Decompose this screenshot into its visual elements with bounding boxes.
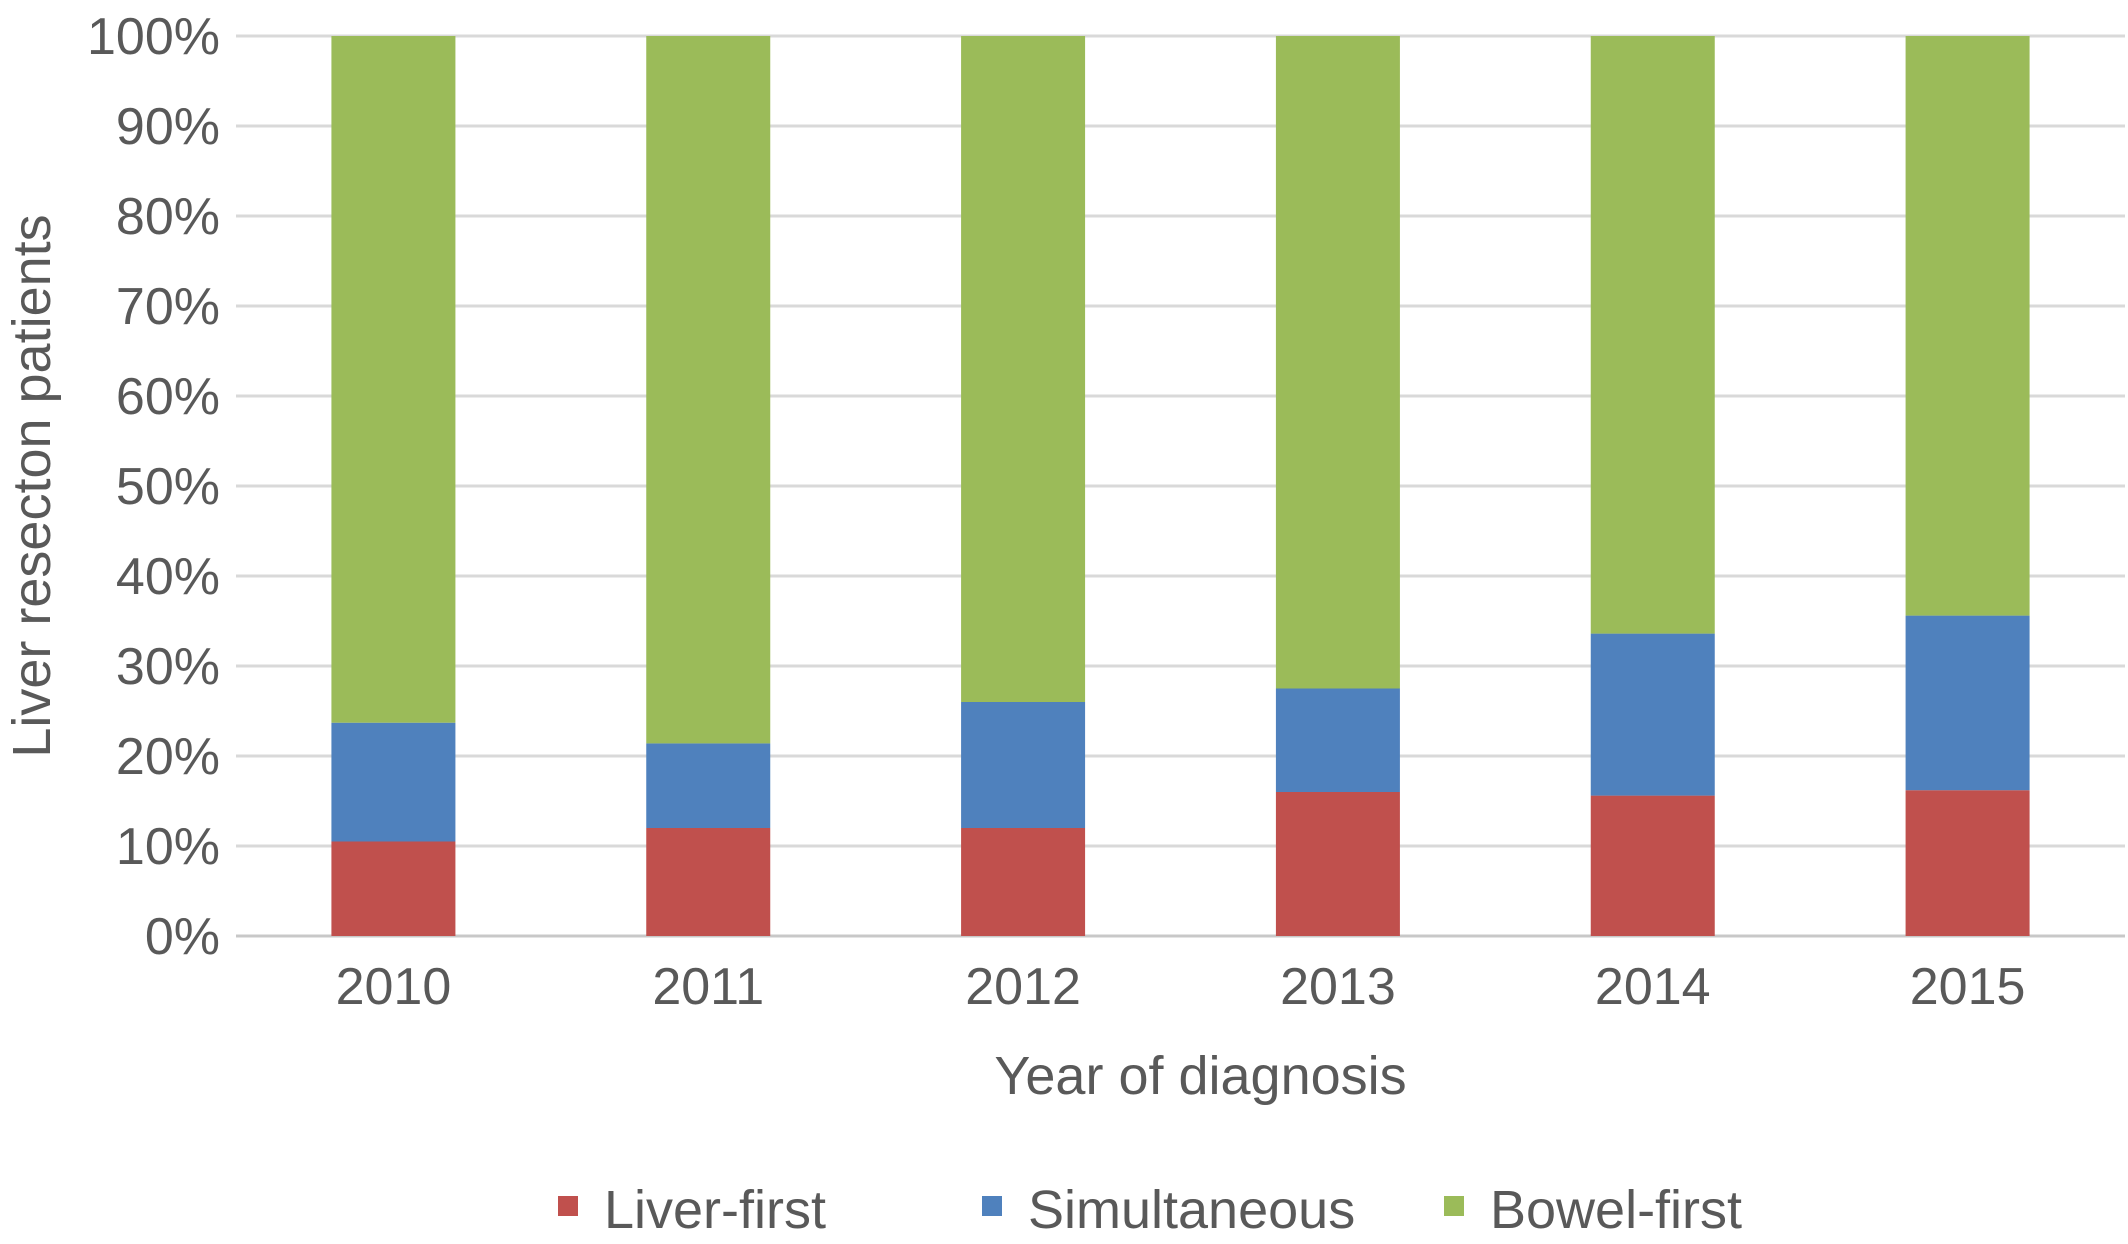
y-tick-label: 50% (116, 458, 220, 516)
bar-segment-bowel-first (331, 36, 456, 723)
y-tick-label: 90% (116, 98, 220, 156)
bars (331, 36, 2030, 936)
bar-stack-2011 (646, 36, 771, 936)
bar-segment-simultaneous (1590, 633, 1715, 796)
bar-segment-simultaneous (1275, 688, 1400, 792)
y-tick-label: 10% (116, 818, 220, 876)
legend-swatch (982, 1196, 1002, 1216)
legend-item-liver-first: Liver-first (558, 1180, 826, 1240)
y-tick-label: 20% (116, 728, 220, 786)
y-tick-label: 70% (116, 278, 220, 336)
bar-segment-simultaneous (1905, 615, 2030, 791)
legend-label: Liver-first (604, 1180, 826, 1240)
bar-segment-liver-first (1590, 795, 1715, 936)
bar-segment-bowel-first (1275, 36, 1400, 689)
y-tick-label: 40% (116, 548, 220, 606)
x-tick-label: 2010 (336, 958, 452, 1016)
bar-segment-bowel-first (1590, 36, 1715, 634)
bar-stack-2015 (1905, 36, 2030, 936)
bar-stack-2012 (961, 36, 1086, 936)
y-tick-label: 60% (116, 368, 220, 426)
legend-item-bowel-first: Bowel-first (1444, 1180, 1742, 1240)
x-tick-label: 2012 (965, 958, 1081, 1016)
gridlines (236, 34, 2125, 938)
legend-label: Bowel-first (1490, 1180, 1742, 1240)
bar-segment-simultaneous (331, 722, 456, 842)
bar-segment-simultaneous (646, 743, 771, 828)
legend-item-simultaneous: Simultaneous (982, 1180, 1355, 1240)
bar-stack-2010 (331, 36, 456, 936)
x-axis-tick-labels: 2010 2011 2012 2013 2014 2015 (336, 958, 2026, 1016)
y-axis-tick-labels: 0% 10% 20% 30% 40% 50% 60% 70% 80% 90% 100% (87, 8, 220, 966)
bar-segment-bowel-first (1905, 36, 2030, 616)
x-tick-label: 2015 (1910, 958, 2026, 1016)
y-tick-label: 80% (116, 188, 220, 246)
y-tick-label: 30% (116, 638, 220, 696)
bar-segment-liver-first (1905, 790, 2030, 936)
bar-stack-2014 (1590, 36, 1715, 936)
bar-segment-liver-first (961, 828, 1086, 936)
bar-segment-bowel-first (961, 36, 1086, 702)
x-tick-label: 2013 (1280, 958, 1396, 1016)
legend: Liver-first Simultaneous Bowel-first (558, 1180, 1742, 1240)
bar-stack-2013 (1275, 36, 1400, 936)
bar-segment-simultaneous (961, 702, 1086, 828)
y-tick-label: 0% (145, 908, 220, 966)
bar-segment-liver-first (646, 828, 771, 936)
legend-swatch (558, 1196, 578, 1216)
x-tick-label: 2014 (1595, 958, 1711, 1016)
legend-swatch (1444, 1196, 1464, 1216)
bar-segment-liver-first (1275, 792, 1400, 936)
x-tick-label: 2011 (652, 958, 764, 1016)
bar-segment-bowel-first (646, 36, 771, 744)
bar-segment-liver-first (331, 841, 456, 936)
y-tick-label: 100% (87, 8, 220, 66)
y-axis-title: Liver resecton patients (2, 214, 62, 757)
x-axis-title: Year of diagnosis (994, 1046, 1406, 1106)
legend-label: Simultaneous (1028, 1180, 1355, 1240)
